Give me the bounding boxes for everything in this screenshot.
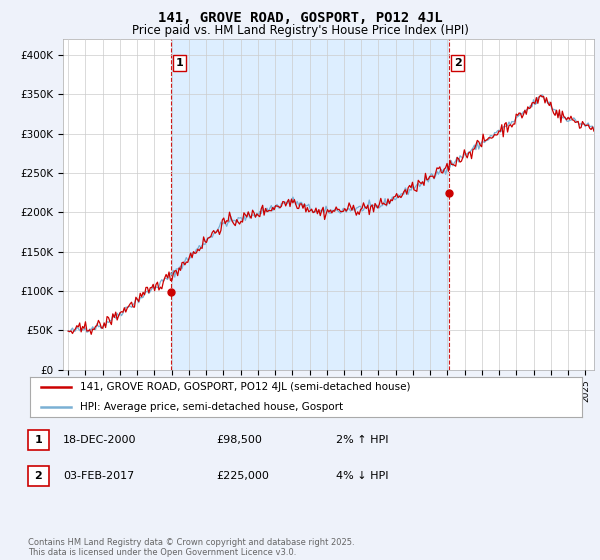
Text: Price paid vs. HM Land Registry's House Price Index (HPI): Price paid vs. HM Land Registry's House …	[131, 24, 469, 36]
Text: 2% ↑ HPI: 2% ↑ HPI	[336, 435, 389, 445]
Text: 2: 2	[454, 58, 461, 68]
Text: 141, GROVE ROAD, GOSPORT, PO12 4JL (semi-detached house): 141, GROVE ROAD, GOSPORT, PO12 4JL (semi…	[80, 382, 410, 392]
Text: 141, GROVE ROAD, GOSPORT, PO12 4JL: 141, GROVE ROAD, GOSPORT, PO12 4JL	[158, 11, 442, 25]
Text: Contains HM Land Registry data © Crown copyright and database right 2025.
This d: Contains HM Land Registry data © Crown c…	[28, 538, 355, 557]
Text: 2: 2	[34, 471, 42, 481]
Text: 4% ↓ HPI: 4% ↓ HPI	[336, 471, 389, 481]
Text: 1: 1	[176, 58, 184, 68]
Text: HPI: Average price, semi-detached house, Gosport: HPI: Average price, semi-detached house,…	[80, 402, 343, 412]
Text: 03-FEB-2017: 03-FEB-2017	[63, 471, 134, 481]
Text: 18-DEC-2000: 18-DEC-2000	[63, 435, 137, 445]
Text: £98,500: £98,500	[216, 435, 262, 445]
Text: 1: 1	[34, 435, 42, 445]
Text: £225,000: £225,000	[216, 471, 269, 481]
Bar	[171, 39, 449, 370]
